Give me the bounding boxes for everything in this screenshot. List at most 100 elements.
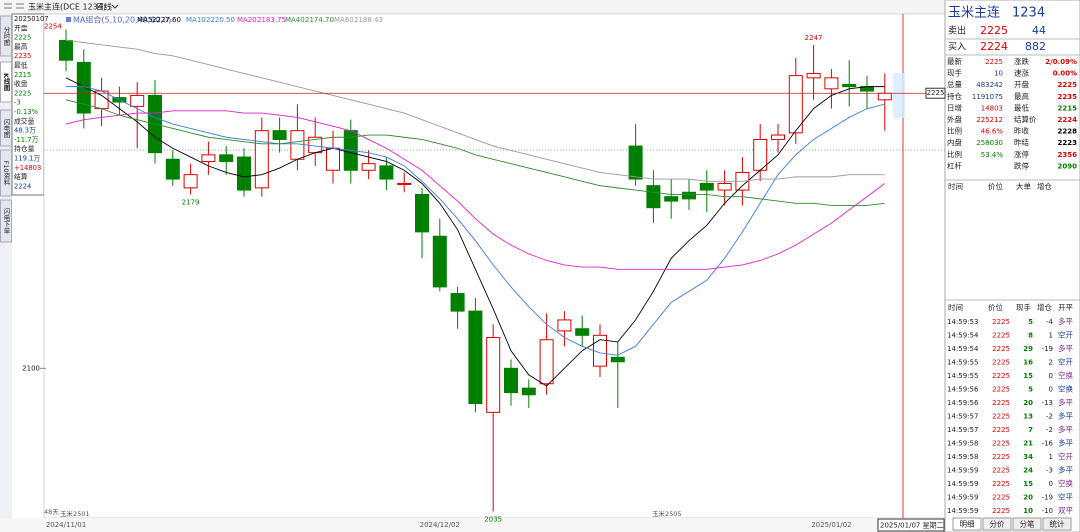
info-item: 持仓量 <box>14 144 35 153</box>
side-tab-label[interactable]: F10资料 <box>2 160 10 186</box>
trade-price: 2225 <box>992 467 1010 475</box>
toolbar-icons[interactable] <box>4 3 24 9</box>
cursor-date-box <box>877 518 945 532</box>
trade-time: 14:59:59 <box>947 467 978 475</box>
trade-time: 14:59:59 <box>947 480 978 488</box>
table-header: 开平 <box>1058 303 1074 312</box>
info-item: 最低 <box>14 61 28 70</box>
side-tab-label[interactable]: 闪电图 <box>2 117 10 139</box>
trade-price: 2225 <box>992 359 1010 367</box>
legend-value: 2227.60 <box>152 16 181 24</box>
panel-tab[interactable] <box>982 517 1012 531</box>
panel-tab-label[interactable]: 分价 <box>990 520 1005 529</box>
stat-value: 2235 <box>1058 93 1078 101</box>
dropdown-icon[interactable] <box>111 4 119 9</box>
trade-time: 14:59:59 <box>947 507 978 515</box>
trade-volume: 15 <box>1023 372 1033 380</box>
candle-body <box>361 163 376 171</box>
trade-price: 2225 <box>992 332 1010 340</box>
extreme-label: 2035 <box>484 515 502 523</box>
stat-label: 总量 <box>947 79 962 89</box>
period[interactable]: 日线 <box>96 2 112 12</box>
stat-label: 外盘 <box>947 114 962 124</box>
panel-tab[interactable] <box>952 517 982 531</box>
side-tab <box>0 15 12 57</box>
ma-icon <box>66 17 71 22</box>
trade-oi: 2 <box>1049 359 1053 367</box>
ma-line <box>65 110 886 270</box>
extreme-label: 2254 <box>44 22 62 30</box>
trade-oi: -2 <box>1046 426 1053 434</box>
info-item: 2235 <box>14 52 31 60</box>
trade-time: 14:59:54 <box>947 332 979 340</box>
candle-body <box>664 196 679 202</box>
trade-oi: -13 <box>1042 399 1053 407</box>
panel-tab-label[interactable]: 统计 <box>1050 519 1066 529</box>
trade-volume: 10 <box>1023 507 1033 515</box>
stat-label: 现手 <box>947 68 962 78</box>
panel-tab[interactable] <box>1012 517 1042 531</box>
x-tick-label: 2025/01/02 <box>811 521 851 529</box>
candle-body <box>237 156 251 191</box>
symbol[interactable]: 玉米主连(DCE 1234) <box>28 2 106 12</box>
stat-label: 昨结 <box>1014 137 1030 147</box>
trade-volume: 5 <box>1028 318 1033 326</box>
trade-time: 14:59:59 <box>947 494 978 502</box>
side-tab-label[interactable]: 闪电下单 <box>2 207 10 236</box>
ma-title: MA组合(5,10,20,40,60,0) <box>73 15 171 25</box>
candle-body <box>183 174 198 189</box>
quote-name: 玉米主连 <box>948 5 1000 21</box>
legend-value: 2183.75 <box>257 16 286 24</box>
trade-type: 空开 <box>1058 451 1074 461</box>
stat-value: 10 <box>994 70 1003 78</box>
info-item: -0.13% <box>14 108 39 116</box>
side-tab <box>0 149 12 197</box>
trade-volume: 15 <box>1023 480 1033 488</box>
trade-time: 14:59:56 <box>947 386 979 394</box>
trade-volume: 21 <box>1023 440 1033 448</box>
info-panel <box>11 13 45 196</box>
side-tab-label[interactable]: K线图 <box>2 73 10 92</box>
quote-header <box>946 1 1079 24</box>
trade-volume: 7 <box>1028 426 1033 434</box>
stat-value: 258030 <box>976 139 1003 147</box>
table-header: 价位 <box>988 181 1003 191</box>
candle-body <box>877 92 892 101</box>
order-price: 2225 <box>980 24 1008 37</box>
legend-value: 2174.70 <box>305 16 334 24</box>
panel-tab-label[interactable]: 明细 <box>960 519 975 529</box>
trade-type: 空换 <box>1058 478 1074 488</box>
info-item: 2225 <box>14 89 31 97</box>
stat-label: 开盘 <box>1014 79 1030 89</box>
info-item: 2224 <box>14 182 31 190</box>
annotation: 48天 <box>44 508 59 516</box>
stat-value: 2090 <box>1058 162 1078 170</box>
panel-tab[interactable] <box>1042 517 1072 531</box>
side-tab-label[interactable]: 分时图 <box>2 25 10 47</box>
candle-body <box>130 94 145 107</box>
legend-name: MA60 <box>334 16 354 24</box>
candle-body <box>76 61 91 114</box>
stat-label: 比例 <box>947 126 962 136</box>
date-axis <box>0 518 945 532</box>
candle-body <box>165 158 180 180</box>
trade-volume: 16 <box>1023 359 1033 367</box>
candle-body <box>201 154 216 162</box>
candle-body <box>824 77 839 90</box>
trade-price: 2225 <box>992 413 1010 421</box>
trade-oi: 1 <box>1049 332 1053 340</box>
legend-name: MA20 <box>237 16 257 24</box>
trade-type: 多平 <box>1058 397 1074 407</box>
stat-value: 2215 <box>1058 104 1078 112</box>
candle-body <box>610 356 625 363</box>
stat-value: 2356 <box>1058 151 1078 159</box>
candle-body <box>59 39 73 61</box>
table-header: 时间 <box>948 302 963 312</box>
trade-volume: 34 <box>1023 453 1033 461</box>
candle-body <box>290 130 305 160</box>
table-header: 价位 <box>988 302 1003 312</box>
info-item: 开盘 <box>14 23 28 32</box>
candle-body <box>753 138 768 171</box>
panel-tab-label[interactable]: 分笔 <box>1020 519 1036 529</box>
